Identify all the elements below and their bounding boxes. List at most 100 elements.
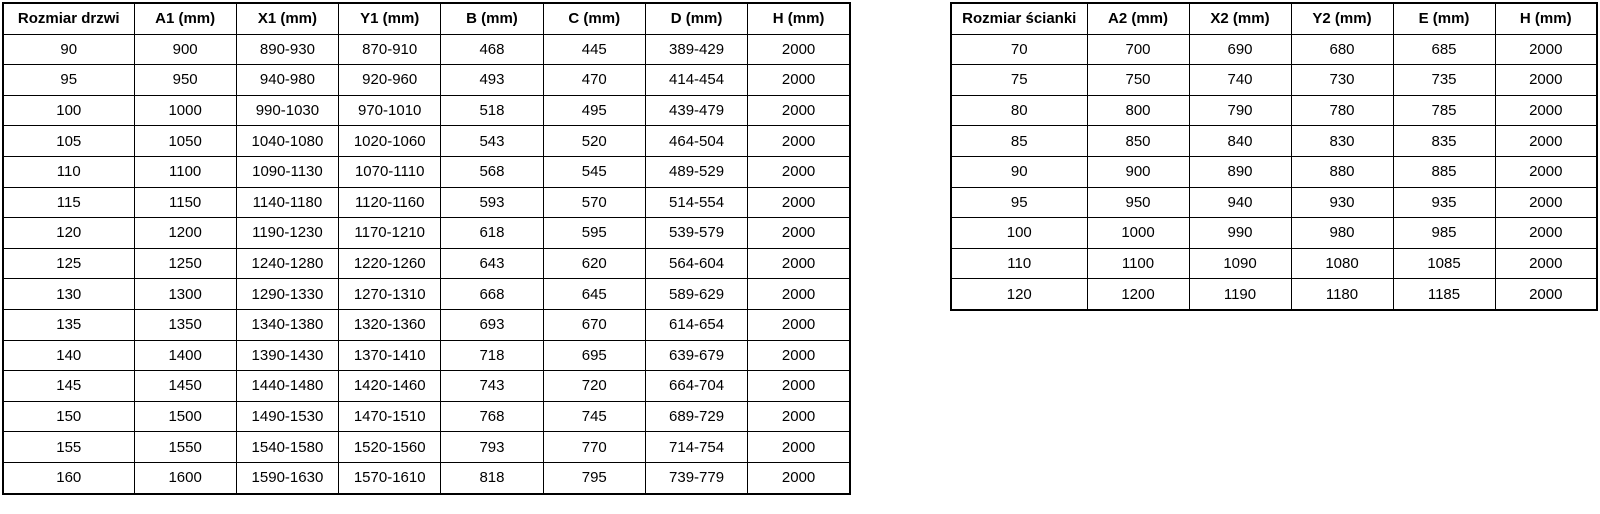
table-cell: 645: [542, 278, 646, 310]
table-cell: 2000: [747, 339, 851, 372]
table-cell: 920-960: [338, 64, 442, 96]
door-table-body: 90 900 890-930 870-910 468 445 389-429 2000 95 95…: [2, 33, 851, 495]
table-cell: 870-910: [338, 33, 442, 66]
table-cell: 514-554: [644, 186, 749, 219]
table-cell: 120: [950, 278, 1088, 311]
table-cell: 690: [1188, 33, 1292, 66]
table-cell: 70: [950, 33, 1088, 66]
table-cell: 743: [440, 370, 544, 402]
table-cell: 545: [542, 155, 646, 188]
table-cell: 85: [950, 125, 1088, 157]
wall-table-body: 70 700 690 680 685 2000 75 750 740 730 735 2000 80 80…: [950, 33, 1598, 311]
table-row: 155 1550 1540-1580 1520-1560 793 770 714-754 20…: [2, 431, 851, 463]
table-cell: 2000: [1494, 64, 1598, 96]
table-row: 110 1100 1090-1130 1070-1110 568 545 489-529 20…: [2, 155, 851, 188]
table-cell: 145: [2, 370, 135, 402]
column-header: Rozmiar drzwi: [2, 2, 135, 35]
table-cell: 2000: [1494, 217, 1598, 249]
table-cell: 1190-1230: [235, 217, 340, 249]
table-cell: 1140-1180: [235, 186, 340, 219]
table-cell: 1150: [133, 186, 237, 219]
table-cell: 1390-1430: [235, 339, 340, 372]
table-cell: 935: [1392, 186, 1496, 219]
table-cell: 785: [1392, 94, 1496, 127]
table-cell: 1000: [1086, 217, 1190, 249]
table-row: 125 1250 1240-1280 1220-1260 643 620 564-604 20…: [2, 247, 851, 280]
table-row: 120 1200 1190-1230 1170-1210 618 595 539-579 20…: [2, 217, 851, 249]
column-header: H (mm): [1494, 2, 1598, 35]
table-cell: 1190: [1188, 278, 1292, 311]
table-cell: 95: [950, 186, 1088, 219]
table-cell: 445: [542, 33, 646, 66]
table-cell: 668: [440, 278, 544, 310]
table-cell: 464-504: [644, 125, 749, 157]
table-cell: 830: [1290, 125, 1394, 157]
wall-sizes-table: Rozmiar ścianki A2 (mm) X2 (mm) Y2 (mm) E (m…: [950, 2, 1598, 311]
table-cell: 1470-1510: [338, 400, 442, 433]
column-header: Y1 (mm): [338, 2, 442, 35]
table-cell: 800: [1086, 94, 1190, 127]
table-row: 95 950 940-980 920-960 493 470 414-454 2000: [2, 64, 851, 96]
table-cell: 2000: [1494, 247, 1598, 280]
table-cell: 2000: [1494, 94, 1598, 127]
column-header: X1 (mm): [235, 2, 340, 35]
table-cell: 739-779: [644, 461, 749, 495]
table-cell: 620: [542, 247, 646, 280]
table-row: 120 1200 1190 1180 1185 2000: [950, 278, 1598, 311]
wall-table-header: Rozmiar ścianki A2 (mm) X2 (mm) Y2 (mm) E (m…: [950, 2, 1598, 35]
column-header: D (mm): [644, 2, 749, 35]
table-cell: 745: [542, 400, 646, 433]
table-cell: 1400: [133, 339, 237, 372]
table-cell: 2000: [1494, 33, 1598, 66]
table-cell: 880: [1290, 155, 1394, 188]
table-cell: 2000: [747, 461, 851, 495]
table-cell: 1300: [133, 278, 237, 310]
column-header: Y2 (mm): [1290, 2, 1394, 35]
table-cell: 1000: [133, 94, 237, 127]
header-row: Rozmiar ścianki A2 (mm) X2 (mm) Y2 (mm) E (m…: [950, 2, 1598, 35]
table-cell: 468: [440, 33, 544, 66]
table-cell: 639-679: [644, 339, 749, 372]
door-table-header: Rozmiar drzwi A1 (mm) X1 (mm) Y1 (mm) B (mm)…: [2, 2, 851, 35]
table-cell: 1550: [133, 431, 237, 463]
table-cell: 1040-1080: [235, 125, 340, 157]
table-row: 100 1000 990-1030 970-1010 518 495 439-479 2000: [2, 94, 851, 127]
table-cell: 140: [2, 339, 135, 372]
table-cell: 1085: [1392, 247, 1496, 280]
table-cell: 835: [1392, 125, 1496, 157]
table-cell: 740: [1188, 64, 1292, 96]
table-cell: 680: [1290, 33, 1394, 66]
table-cell: 985: [1392, 217, 1496, 249]
table-cell: 818: [440, 461, 544, 495]
table-cell: 110: [950, 247, 1088, 280]
table-cell: 1520-1560: [338, 431, 442, 463]
table-cell: 1500: [133, 400, 237, 433]
table-cell: 1590-1630: [235, 461, 340, 495]
table-cell: 543: [440, 125, 544, 157]
table-cell: 439-479: [644, 94, 749, 127]
table-cell: 105: [2, 125, 135, 157]
table-cell: 795: [542, 461, 646, 495]
table-cell: 125: [2, 247, 135, 280]
table-cell: 1080: [1290, 247, 1394, 280]
table-cell: 750: [1086, 64, 1190, 96]
table-row: 145 1450 1440-1480 1420-1460 743 720 664-704 20…: [2, 370, 851, 402]
table-cell: 570: [542, 186, 646, 219]
table-cell: 564-604: [644, 247, 749, 280]
table-cell: 900: [1086, 155, 1190, 188]
table-cell: 2000: [747, 247, 851, 280]
table-cell: 155: [2, 431, 135, 463]
table-cell: 1170-1210: [338, 217, 442, 249]
table-cell: 768: [440, 400, 544, 433]
table-cell: 589-629: [644, 278, 749, 310]
table-row: 130 1300 1290-1330 1270-1310 668 645 589-629 20…: [2, 278, 851, 310]
table-cell: 1570-1610: [338, 461, 442, 495]
table-cell: 1290-1330: [235, 278, 340, 310]
table-cell: 2000: [747, 64, 851, 96]
table-row: 85 850 840 830 835 2000: [950, 125, 1598, 157]
table-cell: 664-704: [644, 370, 749, 402]
table-cell: 2000: [1494, 186, 1598, 219]
table-cell: 735: [1392, 64, 1496, 96]
table-cell: 720: [542, 370, 646, 402]
table-cell: 890-930: [235, 33, 340, 66]
